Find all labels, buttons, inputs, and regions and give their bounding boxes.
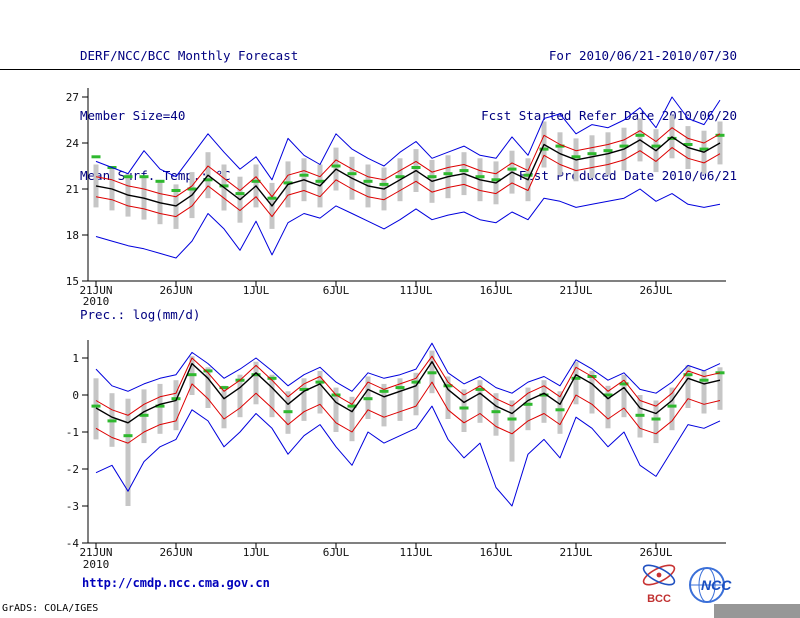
svg-text:2010: 2010 bbox=[83, 295, 110, 308]
temp-series-red-upper bbox=[95, 127, 721, 198]
prec-series-blue-upper bbox=[95, 342, 721, 394]
header-divider bbox=[0, 69, 800, 70]
svg-text:1: 1 bbox=[72, 352, 79, 365]
svg-text:26JUL: 26JUL bbox=[639, 284, 672, 297]
precipitation-chart: -4 -3 -2 -1 0 1 21JUN 26JUN 1JUL 6JUL 11JUL 16JUL 21… bbox=[66, 340, 726, 571]
prec-series-blue-lower bbox=[95, 405, 721, 507]
svg-text:-2: -2 bbox=[66, 463, 79, 476]
svg-text:21JUN: 21JUN bbox=[79, 284, 112, 297]
svg-text:24: 24 bbox=[66, 137, 80, 150]
member-size-label: Member Size=40 bbox=[80, 108, 186, 123]
temp-series-black-mean bbox=[95, 136, 721, 207]
prec-tick-labels: -4 -3 -2 -1 0 1 21JUN 26JUN 1JUL 6JUL 11JUL 16JUL 21… bbox=[66, 352, 673, 571]
prec-series-red-lower bbox=[95, 381, 721, 444]
svg-text:11JUL: 11JUL bbox=[399, 546, 432, 559]
svg-text:1JUL: 1JUL bbox=[243, 284, 270, 297]
temperature-chart: 15 18 21 24 27 21JUN 26JUN 1JUL 6JUL 11JUL 16JUL 21… bbox=[66, 88, 726, 308]
svg-text:2010: 2010 bbox=[83, 558, 110, 571]
svg-text:21: 21 bbox=[66, 183, 79, 196]
svg-text:0: 0 bbox=[72, 389, 79, 402]
bcc-logo: BCC bbox=[634, 560, 684, 610]
svg-text:16JUL: 16JUL bbox=[479, 284, 512, 297]
svg-text:21JUL: 21JUL bbox=[559, 284, 592, 297]
window-corner bbox=[714, 604, 800, 618]
svg-text:26JUN: 26JUN bbox=[159, 546, 192, 559]
bcc-orbit-blue-icon bbox=[642, 564, 676, 586]
prec-axes bbox=[82, 340, 726, 549]
svg-text:1JUL: 1JUL bbox=[243, 546, 270, 559]
temp-tick-labels: 15 18 21 24 27 21JUN 26JUN 1JUL 6JUL 11JUL 16JUL 21… bbox=[66, 91, 673, 308]
svg-text:-4: -4 bbox=[66, 537, 80, 550]
svg-text:15: 15 bbox=[66, 275, 79, 288]
temp-axes bbox=[82, 88, 726, 287]
svg-text:18: 18 bbox=[66, 229, 79, 242]
grads-credit: GrADS: COLA/IGES bbox=[2, 603, 99, 614]
temp-series-blue-lower bbox=[95, 188, 721, 259]
temp-series-red-lower bbox=[95, 147, 721, 218]
svg-text:21JUL: 21JUL bbox=[559, 546, 592, 559]
svg-text:-1: -1 bbox=[66, 426, 79, 439]
svg-text:16JUL: 16JUL bbox=[479, 546, 512, 559]
svg-text:6JUL: 6JUL bbox=[323, 284, 350, 297]
header-right: For 2010/06/21-2010/07/30 Fcst Started R… bbox=[481, 6, 737, 226]
ncc-logo-text: NCC bbox=[701, 577, 732, 593]
bcc-core-icon bbox=[656, 572, 662, 578]
prec-series-black-mean bbox=[95, 361, 721, 424]
temp-series-blue-upper bbox=[95, 96, 721, 181]
svg-text:26JUN: 26JUN bbox=[159, 284, 192, 297]
prec-panel-title: Prec.: log(mm/d) bbox=[80, 307, 201, 322]
svg-text:21JUN: 21JUN bbox=[79, 546, 112, 559]
website-url: http://cmdp.ncc.cma.gov.cn bbox=[82, 576, 270, 590]
plot-title: DERF/NCC/BCC Monthly Forecast bbox=[80, 48, 299, 63]
prec-series-red-upper bbox=[95, 355, 721, 416]
temp-gray-spread-bars bbox=[93, 115, 723, 229]
bcc-orbit-red-icon bbox=[642, 564, 676, 586]
svg-text:26JUL: 26JUL bbox=[639, 546, 672, 559]
svg-text:27: 27 bbox=[66, 91, 79, 104]
bcc-logo-text: BCC bbox=[647, 593, 671, 605]
forecast-range-label: For 2010/06/21-2010/07/30 bbox=[548, 48, 737, 63]
ncc-logo: NCC bbox=[687, 565, 749, 609]
svg-text:11JUL: 11JUL bbox=[399, 284, 432, 297]
produced-date-label: Fcst Produced Date 2010/06/21 bbox=[518, 168, 737, 183]
svg-text:6JUL: 6JUL bbox=[323, 546, 350, 559]
svg-text:-3: -3 bbox=[66, 500, 79, 513]
refer-date-label: Fcst Started Refer Date 2010/06/20 bbox=[481, 108, 737, 123]
temp-green-dash-markers bbox=[91, 133, 725, 200]
